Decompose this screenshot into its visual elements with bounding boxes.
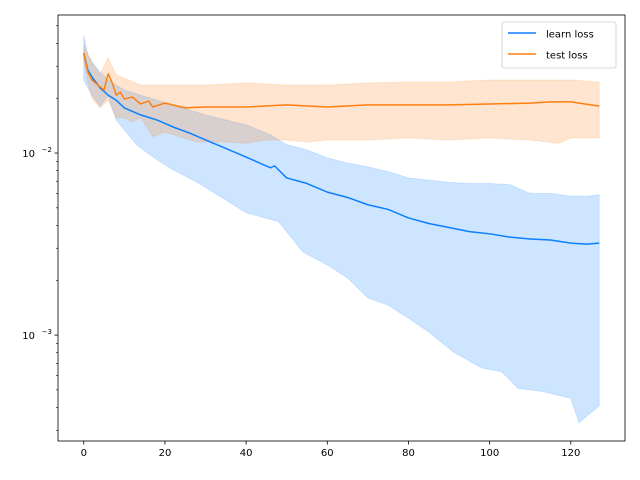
learn-loss-line (83, 53, 600, 245)
y-tick-label: 10 −2 (22, 146, 52, 160)
x-tick-label: 80 (402, 448, 415, 459)
series-lines (83, 52, 600, 245)
y-tick-exponent: −2 (42, 146, 52, 154)
y-tick-label: 10 −3 (22, 328, 52, 342)
y-axis: 10 −3 10 −2 (22, 25, 58, 431)
legend: learn loss test loss (501, 21, 617, 69)
test-loss-line (83, 52, 600, 109)
y-tick-exponent: −3 (42, 328, 52, 336)
legend-label-test-loss: test loss (546, 51, 588, 62)
y-tick-base: 10 (22, 331, 35, 342)
plot-frame (57, 14, 626, 442)
x-tick-label: 40 (240, 448, 253, 459)
x-tick-label: 20 (159, 448, 172, 459)
y-tick-base: 10 (22, 149, 35, 160)
x-axis: 0 20 40 60 80 100 120 (81, 441, 580, 459)
learn-loss-band (83, 34, 600, 424)
test-loss-band (83, 44, 600, 144)
x-tick-label: 0 (81, 448, 87, 459)
x-tick-label: 60 (321, 448, 334, 459)
confidence-bands (83, 34, 600, 424)
legend-label-learn-loss: learn loss (546, 30, 594, 41)
x-tick-label: 100 (480, 448, 499, 459)
x-tick-label: 120 (561, 448, 580, 459)
